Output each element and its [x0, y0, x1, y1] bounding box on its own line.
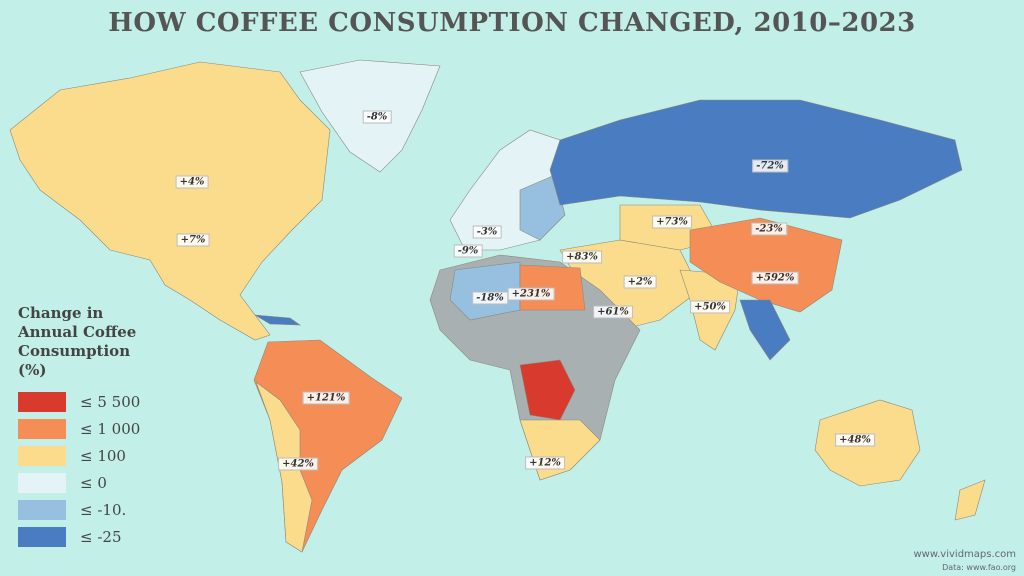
china: [689, 217, 843, 313]
legend: Change in Annual Coffee Consumption (%) ≤ 5 …: [18, 304, 168, 550]
new-zealand: [954, 479, 986, 521]
legend-swatch: [18, 472, 66, 493]
cuba: [254, 314, 301, 326]
region-label: +83%: [562, 250, 602, 264]
legend-swatch: [18, 391, 66, 412]
legend-label: ≤ -25: [80, 527, 122, 546]
legend-label: ≤ 1 000: [80, 419, 141, 438]
region-label: +4%: [175, 175, 209, 189]
region-label: -9%: [453, 244, 483, 258]
legend-title: Change in Annual Coffee Consumption (%): [18, 304, 168, 380]
legend-item: ≤ 0: [18, 469, 168, 496]
data-credit: Data: www.fao.org: [942, 563, 1016, 572]
legend-item: ≤ 100: [18, 442, 168, 469]
legend-item: ≤ -25: [18, 523, 168, 550]
region-label: +50%: [690, 300, 730, 314]
legend-spacer: [18, 380, 168, 388]
map-title: HOW COFFEE CONSUMPTION CHANGED, 2010–202…: [108, 8, 916, 38]
region-label: -8%: [362, 110, 392, 124]
legend-title-line: Annual Coffee: [18, 323, 137, 341]
legend-swatch: [18, 526, 66, 547]
region-label: +61%: [593, 305, 633, 319]
region-label: +12%: [525, 456, 565, 470]
region-label: +73%: [652, 215, 692, 229]
region-label: +2%: [623, 275, 657, 289]
region-label: +121%: [302, 391, 350, 405]
region-label: +231%: [507, 287, 555, 301]
legend-label: ≤ 100: [80, 446, 126, 465]
legend-title-line: Consumption: [18, 342, 131, 360]
region-label: +42%: [278, 457, 318, 471]
legend-item: ≤ 1 000: [18, 415, 168, 442]
congo: [519, 359, 576, 421]
southeast-asia: [739, 299, 791, 361]
russia: [549, 99, 963, 219]
north-america: [9, 61, 331, 341]
legend-label: ≤ 5 500: [80, 392, 141, 411]
legend-swatch: [18, 418, 66, 439]
region-label: +592%: [751, 271, 799, 285]
legend-label: ≤ 0: [80, 473, 107, 492]
legend-item: ≤ 5 500: [18, 388, 168, 415]
legend-title-line: (%): [18, 361, 47, 379]
legend-swatch: [18, 445, 66, 466]
region-label: +48%: [835, 433, 875, 447]
eastern-europe: [519, 174, 566, 241]
region-label: -72%: [752, 159, 788, 173]
region-label: -18%: [472, 291, 508, 305]
north-africa: [449, 261, 521, 321]
southern-africa: [519, 419, 601, 481]
region-label: +7%: [176, 233, 210, 247]
site-credit: www.vividmaps.com: [913, 549, 1017, 560]
legend-swatch: [18, 499, 66, 520]
region-label: -3%: [472, 225, 502, 239]
legend-title-line: Change in: [18, 304, 104, 322]
legend-item: ≤ -10.: [18, 496, 168, 523]
legend-label: ≤ -10.: [80, 500, 127, 519]
region-label: -23%: [751, 222, 787, 236]
